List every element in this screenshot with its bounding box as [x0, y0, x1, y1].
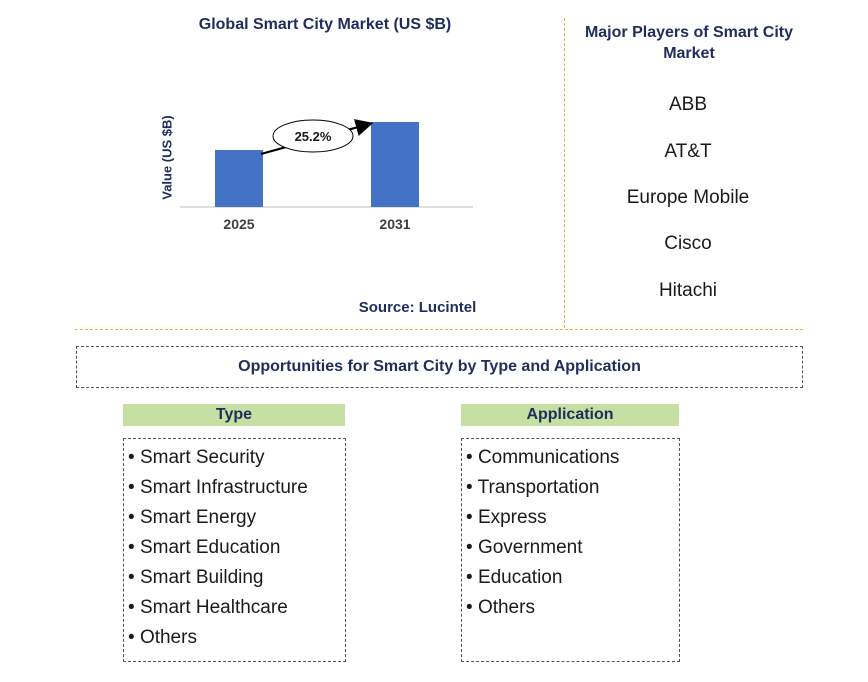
player-item: AT&T [664, 141, 712, 162]
bar-2025 [215, 150, 263, 207]
chart-title: Global Smart City Market (US $B) [198, 16, 452, 33]
bar-chart: 2025 2031 25.2% [180, 119, 473, 232]
bar-2031 [371, 122, 419, 207]
player-item: Cisco [664, 233, 712, 254]
type-list-item: Others [128, 623, 345, 653]
application-list-item: Education [466, 563, 679, 593]
player-item: Hitachi [658, 280, 718, 301]
x-tick-label: 2025 [223, 216, 254, 232]
type-list-item: Smart Education [128, 533, 345, 563]
cagr-bubble [272, 119, 354, 153]
type-list: Smart Security Smart Infrastructure Smar… [123, 438, 346, 662]
application-list-item: Communications [466, 443, 679, 473]
player-item: Europe Mobile [626, 187, 750, 208]
horizontal-divider [75, 329, 803, 330]
type-header: Type [123, 404, 345, 426]
opportunities-title: Opportunities for Smart City by Type and… [76, 346, 803, 388]
type-list-item: Smart Building [128, 563, 345, 593]
type-list-item: Smart Energy [128, 503, 345, 533]
application-list-item: Government [466, 533, 679, 563]
application-header: Application [461, 404, 679, 426]
source-note: Source: Lucintel [358, 299, 477, 316]
x-tick-label: 2031 [379, 216, 410, 232]
application-list-item: Express [466, 503, 679, 533]
application-list-item: Transportation [466, 473, 679, 503]
application-list: Communications Transportation Express Go… [461, 438, 680, 662]
players-title: Major Players of Smart City Market [584, 24, 794, 62]
vertical-divider [564, 18, 565, 328]
opportunities-title-text: Opportunities for Smart City by Type and… [238, 358, 641, 375]
player-item: ABB [668, 94, 708, 115]
type-list-item: Smart Healthcare [128, 593, 345, 623]
type-list-item: Smart Security [128, 443, 345, 473]
application-list-item: Others [466, 593, 679, 623]
type-list-item: Smart Infrastructure [128, 473, 345, 503]
cagr-label: 25.2% [295, 129, 332, 144]
